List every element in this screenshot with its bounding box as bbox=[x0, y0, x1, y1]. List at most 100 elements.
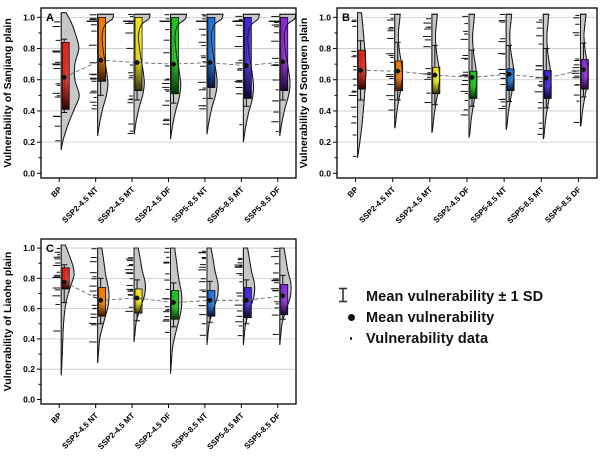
mean-dot bbox=[469, 75, 475, 80]
category-ssp5-8-5-nt bbox=[195, 13, 224, 135]
mean-sd-bar bbox=[506, 68, 515, 92]
legend-item-mean: Mean vulnerability bbox=[336, 307, 543, 328]
mean-sd-bar bbox=[244, 17, 252, 99]
x-tick-label: SSP5-8.5 MT bbox=[505, 185, 545, 225]
y-tick-label: 0.2 bbox=[319, 137, 331, 147]
category-ssp2-4-5-df bbox=[159, 13, 188, 140]
violin-outline bbox=[133, 13, 151, 135]
legend: Mean vulnerability ± 1 SD Mean vulnerabi… bbox=[336, 286, 543, 349]
mean-dot bbox=[171, 61, 176, 67]
mean-dot bbox=[171, 300, 176, 305]
mean-sd-bar bbox=[280, 17, 289, 92]
violin-outline bbox=[542, 13, 552, 140]
y-tick-label: 0.0 bbox=[23, 394, 35, 404]
x-tick-label: SSP5-8.5 NT bbox=[170, 185, 210, 225]
y-axis-title: Vulnerability of Sanjiang plain bbox=[2, 18, 14, 168]
legend-label-mean: Mean vulnerability bbox=[366, 309, 495, 326]
category-ssp2-4-5-mt bbox=[422, 13, 441, 133]
mean-sd-bar bbox=[134, 17, 143, 92]
y-tick-label: 0.4 bbox=[23, 334, 35, 344]
x-tick-label: SSP2-4.5 DF bbox=[133, 185, 173, 225]
legend-label-mean-sd: Mean vulnerability ± 1 SD bbox=[366, 288, 544, 305]
category-ssp2-4-5-nt bbox=[86, 13, 115, 136]
violin-outline bbox=[97, 13, 115, 136]
violin-outline bbox=[60, 244, 75, 376]
y-tick-label: 0.8 bbox=[319, 44, 331, 54]
mean-dot bbox=[134, 295, 140, 301]
y-axis-title: Vulnerability of Songnen plain bbox=[298, 18, 310, 169]
x-tick-label: SSP5-8.5 NT bbox=[170, 411, 210, 451]
mean-dot bbox=[543, 75, 549, 81]
x-tick-label: SSP5-8.5 DF bbox=[543, 185, 583, 225]
mean-sd-bar bbox=[61, 267, 70, 290]
y-tick-label: 1.0 bbox=[23, 12, 35, 22]
y-tick-label: 0.0 bbox=[319, 168, 331, 178]
mean-sd-bar bbox=[171, 17, 179, 95]
mean-dot bbox=[98, 57, 104, 63]
violin-outline bbox=[357, 12, 367, 158]
x-tick-label: BP bbox=[346, 185, 361, 200]
violin-outline bbox=[170, 247, 183, 374]
violin-outline bbox=[170, 13, 188, 140]
mean-sd-bar bbox=[244, 287, 252, 319]
violin-outline bbox=[279, 13, 297, 136]
mean-sd-bar bbox=[134, 288, 143, 314]
panel-letter: A bbox=[46, 12, 54, 24]
mean-sd-bar bbox=[207, 290, 216, 317]
mean-dot bbox=[395, 68, 401, 74]
category-ssp2-4-5-nt bbox=[89, 247, 110, 364]
mean-dot bbox=[280, 293, 286, 299]
violin-outline bbox=[60, 12, 80, 151]
category-bp bbox=[348, 12, 367, 158]
panel-letter: C bbox=[46, 243, 54, 255]
x-tick-label: SSP2-4.5 DF bbox=[133, 411, 173, 451]
violin-outline bbox=[206, 13, 224, 135]
x-tick-label: SSP2-4.5 NT bbox=[60, 411, 100, 451]
violin-outline bbox=[505, 13, 515, 130]
x-tick-label: SSP2-4.5 NT bbox=[60, 185, 100, 225]
mean-dot bbox=[207, 297, 213, 303]
violin-outline bbox=[279, 247, 292, 346]
legend-item-data: Vulnerability data bbox=[336, 328, 543, 349]
x-tick-label: SSP2-4.5 MT bbox=[394, 185, 434, 225]
mean-dot bbox=[61, 75, 67, 80]
category-ssp5-8-5-mt bbox=[234, 247, 256, 346]
category-ssp5-8-5-mt bbox=[232, 13, 260, 143]
y-tick-label: 0.4 bbox=[23, 106, 35, 116]
category-ssp2-4-5-mt bbox=[123, 13, 151, 135]
plot-border bbox=[336, 7, 598, 179]
x-tick-label: SSP2-4.5 MT bbox=[96, 185, 136, 225]
violin-outline bbox=[579, 13, 589, 127]
x-tick-label: BP bbox=[49, 185, 64, 200]
mean-sd-bar bbox=[98, 17, 106, 82]
category-ssp5-8-5-df bbox=[268, 13, 297, 136]
category-bp bbox=[52, 244, 75, 376]
mean-sd-bar bbox=[171, 290, 179, 320]
y-tick-label: 1.0 bbox=[319, 12, 331, 22]
category-ssp2-4-5-df bbox=[460, 13, 478, 138]
mean-dot-icon bbox=[336, 314, 366, 321]
y-tick-label: 0.4 bbox=[319, 106, 331, 116]
violin-outline bbox=[431, 13, 441, 133]
category-ssp2-4-5-df bbox=[162, 247, 183, 374]
y-tick-label: 0.8 bbox=[23, 273, 35, 283]
mean-sd-bar bbox=[469, 70, 478, 99]
category-ssp5-8-5-nt bbox=[497, 13, 515, 130]
mean-dot bbox=[506, 71, 512, 77]
x-tick-label: SSP2-4.5 NT bbox=[357, 185, 397, 225]
legend-label-data: Vulnerability data bbox=[366, 330, 489, 347]
category-ssp5-8-5-df bbox=[571, 13, 589, 127]
y-tick-label: 0.2 bbox=[23, 137, 35, 147]
category-ssp2-4-5-mt bbox=[125, 247, 146, 342]
panel-letter: B bbox=[342, 12, 350, 24]
x-tick-label: SSP2-4.5 DF bbox=[432, 185, 472, 225]
mean-dot bbox=[243, 297, 249, 303]
category-ssp5-8-5-df bbox=[270, 247, 292, 346]
violin-outline bbox=[394, 13, 403, 129]
y-tick-label: 0.2 bbox=[23, 364, 35, 374]
mean-dot bbox=[207, 60, 213, 65]
y-tick-label: 0.6 bbox=[23, 304, 35, 314]
